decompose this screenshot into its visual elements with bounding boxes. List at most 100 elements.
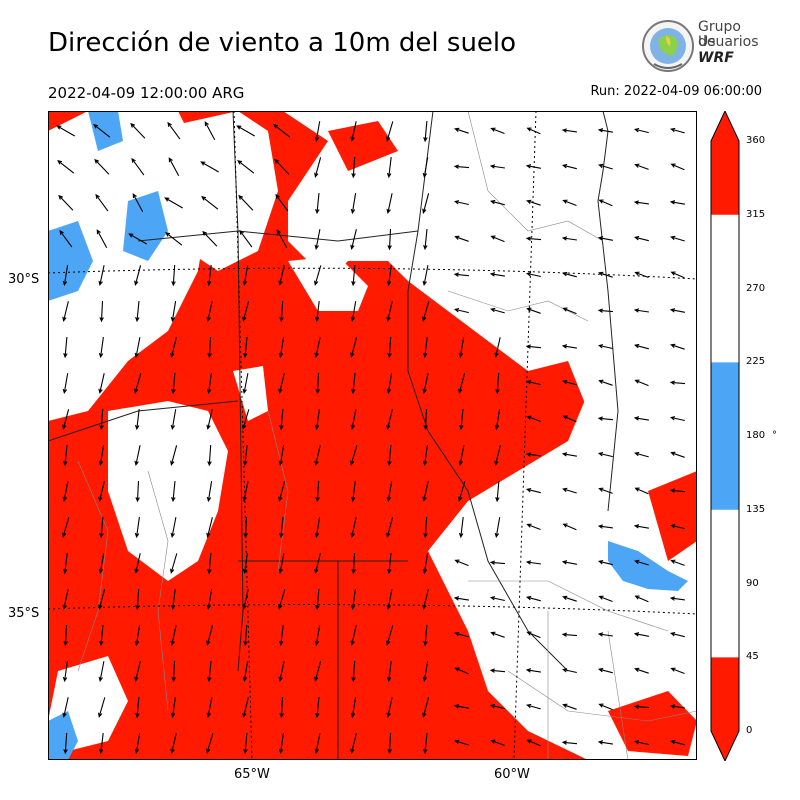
wind-arrow [386,661,392,683]
wind-arrow [170,445,178,466]
valid-time: 2022-04-09 12:00:00 ARG [48,84,245,102]
wind-arrow [561,128,577,133]
wind-arrow [350,337,358,358]
wind-arrow [315,193,320,215]
wind-arrow [134,337,141,359]
colorbar-band-3 [711,214,739,363]
wind-arrow [423,408,428,431]
colorbar-band-2 [711,362,739,510]
wind-arrow [278,373,285,394]
wind-arrow [62,589,69,611]
wind-arrow [62,373,69,395]
wind-arrow [453,200,469,206]
wind-arrow [526,703,541,710]
wind-arrow [99,625,104,647]
wind-arrow [314,337,321,359]
wind-arrow [386,481,393,503]
wind-arrow [387,336,392,359]
wind-arrow [525,595,541,602]
wind-arrow [490,235,505,243]
wind-arrow [350,517,357,539]
wind-arrow [170,697,176,719]
wind-arrow [242,409,250,430]
wind-arrow [243,624,248,647]
wind-arrow [494,409,501,431]
wind-arrow [134,265,142,286]
grupo-wrf-logo: Grupo de Usuarios WRF [640,18,760,74]
wind-arrow [670,235,685,242]
wind-arrow [278,553,285,575]
wind-arrow [633,308,649,313]
wind-arrow [598,163,613,170]
wind-arrow [206,373,212,395]
direction-colorbar [710,111,740,761]
wind-arrow [350,301,357,323]
wind-arrow [494,517,501,539]
wind-arrow [62,661,68,683]
wind-arrow [351,264,356,287]
wind-arrow [598,199,613,207]
wind-arrow [598,487,613,494]
wind-arrow [454,559,469,567]
wind-arrow [526,739,541,747]
wind-arrow [135,588,140,611]
wind-arrow [387,732,392,755]
wind-arrow [422,193,430,214]
colorbar-tick-315: 315 [746,208,766,220]
wind-arrow [243,337,248,359]
wind-arrow [562,523,577,531]
wind-arrow [98,337,104,359]
wind-arrow [669,523,685,530]
wind-arrow [633,416,649,421]
run-time: Run: 2022-04-09 06:00:00 [590,84,762,99]
wind-arrow [453,272,470,277]
wind-arrow [98,445,105,467]
wind-arrow [350,229,357,250]
wind-arrow [351,373,356,395]
wind-arrow [525,344,542,349]
wind-arrow [597,667,613,674]
wind-arrow [489,164,505,169]
wind-arrow [386,625,394,646]
wind-arrow [98,481,105,502]
wind-arrow [423,733,428,755]
map-title: Dirección de viento a 10m del suelo [48,28,517,58]
wind-arrow [62,265,69,287]
wind-arrow [422,553,429,575]
wind-arrow [422,265,429,287]
colorbar-band-1 [711,509,739,658]
wind-arrow [422,589,429,610]
wind-arrow [634,163,649,170]
wind-arrow [314,265,322,286]
wind-arrow [170,409,177,431]
wind-arrow [458,445,465,467]
wind-arrow [278,733,284,755]
wind-arrow [134,553,141,574]
map-frame [48,111,697,760]
wind-arrow [458,373,466,394]
wind-arrow [170,733,177,754]
wind-arrow [242,661,249,683]
wind-arrow [633,740,649,746]
wind-arrow [489,596,505,602]
wind-arrow [314,301,320,323]
wind-arrow [598,595,613,603]
wind-arrow [204,121,216,141]
wind-arrow [98,373,105,394]
wind-arrow [561,236,577,241]
wind-arrow [238,194,254,211]
wind-arrow [171,660,176,683]
colorbar-extension-top [711,111,739,141]
wind-arrow [423,120,428,143]
wind-arrow [62,481,69,503]
wind-arrow [489,703,505,710]
red-patch-east [648,471,697,561]
wind-arrow [94,158,110,175]
colorbar-tick-0: 0 [746,725,753,736]
wind-arrow [670,559,685,566]
wind-arrow [63,336,68,359]
wind-arrow [98,553,105,575]
wind-arrow [242,481,249,503]
wind-arrow [634,379,649,387]
colorbar-extension-bottom [711,731,739,761]
